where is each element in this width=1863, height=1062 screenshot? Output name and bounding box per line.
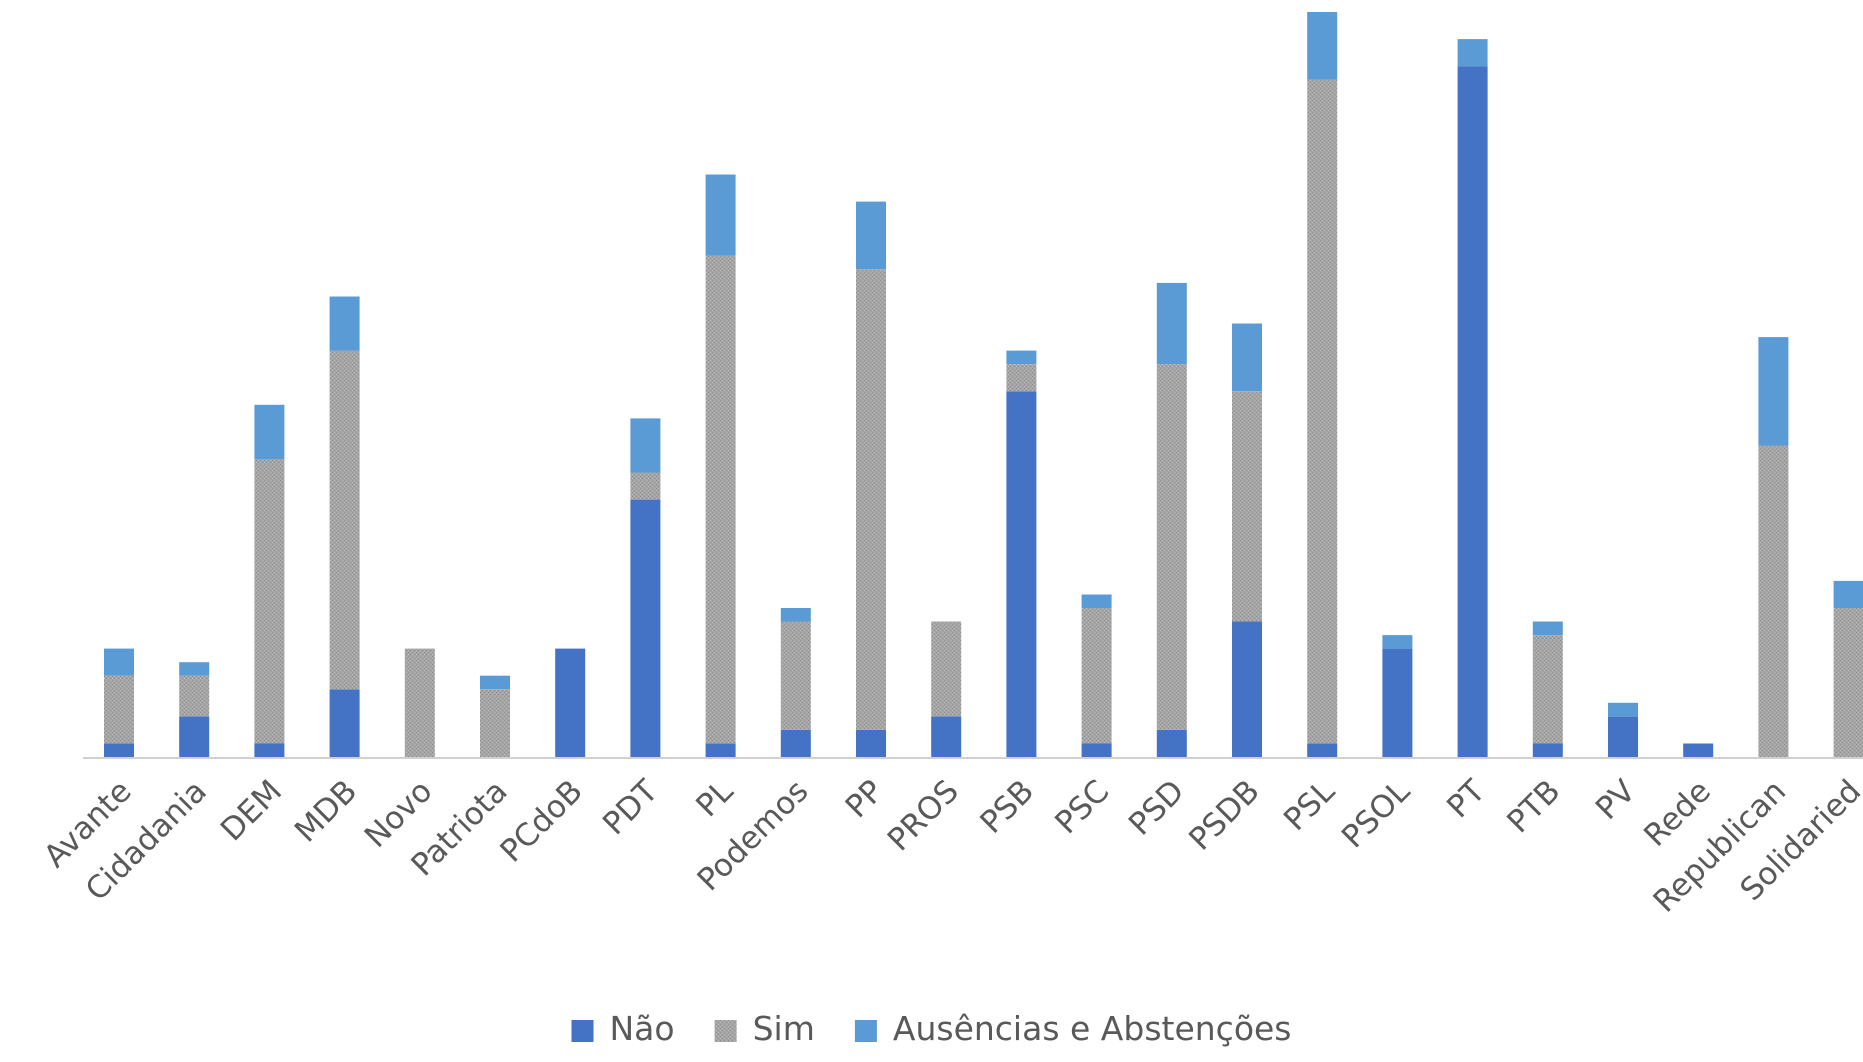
bar-segment-podemos-ausencias [780,608,811,622]
bar-segment-psc-sim [1081,608,1112,744]
bar-segment-pros-sim [931,621,962,717]
bar-segment-psl-sim [1307,79,1338,744]
legend-swatch [571,1020,594,1042]
x-tick-label: PCdoB [494,773,590,869]
bar-segment-psol-ausencias [1382,635,1413,649]
x-tick-label: PSB [973,773,1041,841]
bar-segment-republican-ausencias [1758,337,1789,446]
bar-segment-mdb-nao [329,689,360,757]
legend-item: Não [571,1009,675,1048]
x-tick-label: PROS [881,773,966,858]
legend-swatch [854,1020,877,1042]
bar-segment-podemos-sim [780,621,811,730]
bar-segment-republican-sim [1758,445,1789,757]
bar-segment-pl-ausencias [705,174,736,256]
bar-segment-ptb-nao [1532,743,1563,757]
bar-segment-psol-nao [1382,648,1413,757]
bar-segment-cidadania-nao [179,716,210,757]
bar-segment-psd-nao [1156,729,1187,757]
bar-segment-cidadania-sim [179,675,210,717]
bar-segment-pt-nao [1457,66,1488,757]
bar-segment-patriota-ausencias [480,675,510,690]
x-tick-label: PSL [1277,773,1342,838]
bar-segment-avante-ausencias [104,648,134,676]
bar-segment-psb-nao [1006,391,1037,757]
bar-segment-pp-ausencias [856,201,886,270]
bar-segment-patriota-sim [480,689,510,757]
x-tick-label: MDB [288,773,364,849]
bar-segment-pp-sim [856,269,886,730]
bar-segment-pv-ausencias [1608,702,1638,717]
bar-segment-psl-nao [1307,743,1338,757]
x-tick-label: PP [839,773,891,825]
bar-segment-psdb-nao [1232,621,1262,757]
bar-segment-psb-ausencias [1006,350,1037,365]
bar-segment-dem-nao [254,743,285,757]
bar-segment-psc-ausencias [1081,594,1112,608]
bar-segment-dem-ausencias [254,404,285,459]
bar-segment-pp-nao [856,729,886,757]
bar-segment-psd-sim [1156,364,1187,730]
bar-segment-psdb-ausencias [1232,323,1262,392]
bar-segment-mdb-sim [329,350,360,690]
bar-segment-dem-sim [254,459,285,744]
bar-segment-pv-nao [1608,716,1638,757]
x-tick-label: PSOL [1335,773,1418,856]
legend: Não Sim Ausências e Abstenções [571,1009,1292,1048]
legend-label: Sim [753,1009,815,1048]
bar-segment-psdb-sim [1232,391,1262,622]
bar-segment-ptb-ausencias [1532,621,1563,635]
bar-segment-psd-ausencias [1156,282,1187,365]
x-tick-label: PL [689,773,740,824]
x-tick-label: PV [1589,773,1643,827]
bar-segment-cidadania-ausencias [179,662,210,676]
legend-item: Sim [714,1009,815,1048]
bar-segment-mdb-ausencias [329,296,360,351]
bar-segment-psl-ausencias [1307,12,1338,80]
bar-segment-pl-sim [705,255,736,744]
x-tick-label: PSC [1048,773,1116,841]
legend-item: Ausências e Abstenções [854,1009,1292,1048]
legend-label: Não [610,1009,675,1048]
x-tick-label: PTB [1500,773,1567,840]
bar-segment-pcdob-nao [555,648,586,757]
bar-segment-psc-nao [1081,743,1112,757]
legend-swatch [714,1020,737,1042]
bar-segment-pl-nao [705,743,736,757]
bar-segment-avante-nao [104,743,134,757]
x-tick-label: PT [1440,772,1493,825]
bars-layer [104,12,1863,757]
bar-segment-solidaried-ausencias [1833,580,1863,608]
bar-segment-rede-nao [1683,743,1714,757]
x-tick-label: DEM [214,773,289,848]
bar-segment-ptb-sim [1532,635,1563,744]
legend-label: Ausências e Abstenções [893,1009,1292,1048]
bar-segment-pdt-nao [630,499,661,757]
bar-segment-novo-sim [404,648,435,757]
bar-segment-podemos-nao [780,729,811,757]
bar-segment-psb-sim [1006,364,1037,392]
bar-segment-pt-ausencias [1457,39,1488,67]
bar-segment-pros-nao [931,716,962,757]
bar-segment-avante-sim [104,675,134,744]
bar-segment-pdt-ausencias [630,418,661,473]
bar-segment-pdt-sim [630,472,661,500]
x-tick-label: PSDB [1182,773,1267,858]
bar-segment-solidaried-sim [1833,608,1863,757]
x-tick-label: PDT [596,772,666,842]
